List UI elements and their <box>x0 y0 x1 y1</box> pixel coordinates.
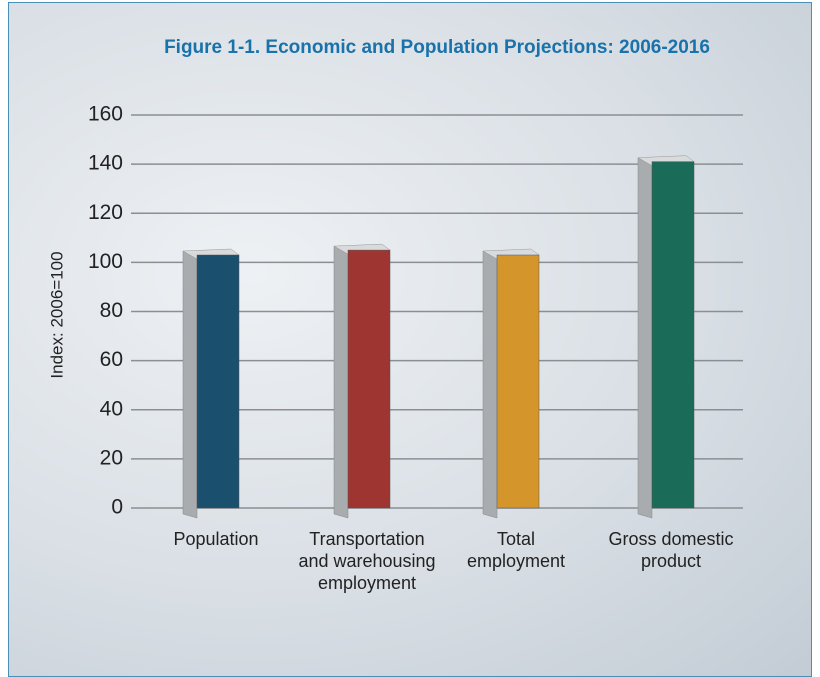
y-tick-label: 20 <box>100 446 123 469</box>
y-tick-label: 80 <box>100 299 123 322</box>
bar <box>651 161 695 509</box>
chart: Figure 1-1. Economic and Population Proj… <box>47 37 743 519</box>
bar-side <box>333 245 349 519</box>
y-tick-label: 160 <box>88 103 123 126</box>
y-tick-label: 140 <box>88 152 123 175</box>
y-tick-label: 40 <box>100 397 123 420</box>
y-tick-label: 120 <box>88 201 123 224</box>
chart-panel: Figure 1-1. Economic and Population Proj… <box>8 2 812 677</box>
chart-title: Figure 1-1. Economic and Population Proj… <box>164 37 710 58</box>
y-tick-label: 0 <box>111 496 123 519</box>
x-tick-label: Total employment <box>466 529 566 571</box>
bar <box>196 254 240 509</box>
bar <box>496 254 540 509</box>
bar-side <box>637 157 653 519</box>
bar-side <box>482 250 498 519</box>
y-tick-label: 100 <box>88 250 123 273</box>
y-axis-label: Index: 2006=100 <box>47 251 66 378</box>
bar <box>347 249 391 509</box>
bar-side <box>182 250 198 519</box>
x-tick-label: Population <box>173 529 259 549</box>
x-tick-label: Gross domestic product <box>608 529 734 571</box>
y-tick-label: 60 <box>100 348 123 371</box>
x-tick-label: Transportation and warehousing employmen… <box>298 529 436 593</box>
